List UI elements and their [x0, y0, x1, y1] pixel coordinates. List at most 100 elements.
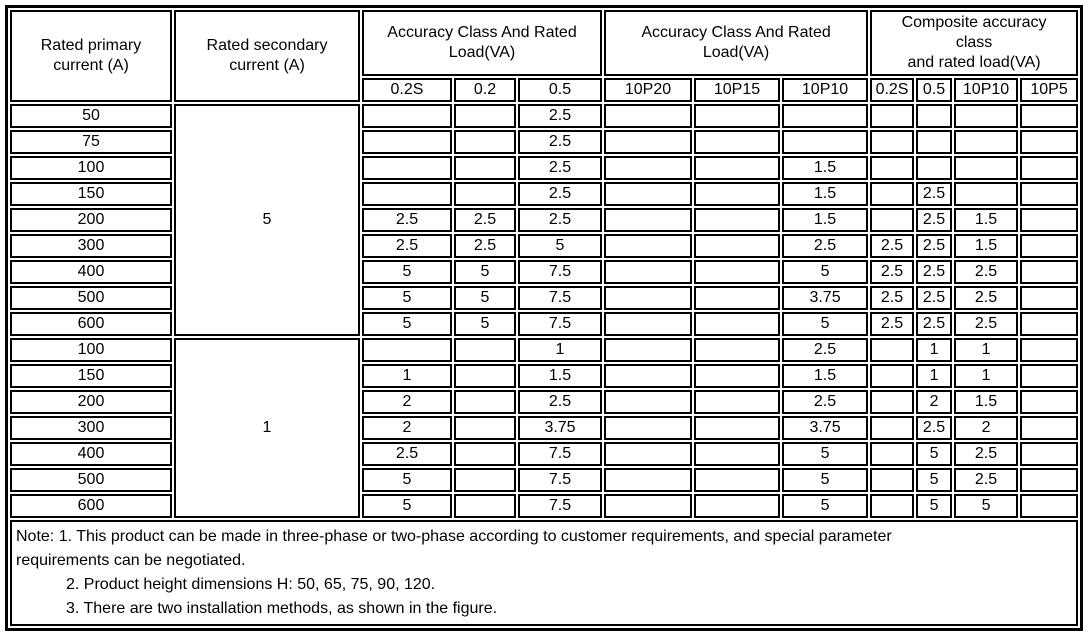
value-cell [604, 390, 693, 414]
header-rated-primary-current: Rated primary current (A) [10, 10, 172, 102]
value-cell: 2.5 [362, 234, 452, 258]
value-cell [694, 338, 781, 362]
value-cell [694, 156, 781, 180]
value-cell [454, 104, 516, 128]
value-cell [1020, 182, 1079, 206]
value-cell [604, 234, 693, 258]
table-row: 50 5 2.5 [10, 104, 1079, 336]
subheader-10p10: 10P10 [782, 78, 869, 102]
value-cell [1020, 338, 1079, 362]
subheader-composite-10p10: 10P10 [954, 78, 1019, 102]
value-cell [1020, 130, 1079, 154]
value-cell: 1 [954, 364, 1019, 388]
table-row: 500 5 5 7.5 3.75 2.5 2.5 2.5 [10, 286, 1079, 310]
table-row: 300 2 3.75 3.75 2.5 2 [10, 416, 1079, 440]
value-cell: 1.5 [954, 234, 1019, 258]
subheader-10p15: 10P15 [694, 78, 781, 102]
value-cell: 5 [362, 286, 452, 310]
value-cell [954, 182, 1019, 206]
value-cell [604, 104, 693, 128]
value-cell: 1 [916, 338, 953, 362]
primary-current-cell: 100 [10, 338, 172, 362]
value-cell: 3.75 [518, 416, 603, 440]
value-cell: 2.5 [916, 208, 953, 232]
value-cell: 2.5 [518, 104, 603, 128]
value-cell [694, 286, 781, 310]
value-cell: 5 [782, 442, 869, 466]
primary-current-cell: 150 [10, 182, 172, 206]
value-cell [604, 364, 693, 388]
value-cell [954, 156, 1019, 180]
value-cell [870, 182, 915, 206]
value-cell: 1 [954, 338, 1019, 362]
value-cell [782, 130, 869, 154]
table-row: 500 5 7.5 5 5 2.5 [10, 468, 1079, 492]
primary-current-cell: 50 [10, 104, 172, 128]
value-cell: 2.5 [518, 182, 603, 206]
primary-current-cell: 300 [10, 416, 172, 440]
value-cell: 2.5 [362, 208, 452, 232]
value-cell [604, 156, 693, 180]
value-cell: 1.5 [954, 390, 1019, 414]
value-cell [916, 130, 953, 154]
primary-current-cell: 300 [10, 234, 172, 258]
value-cell: 7.5 [518, 494, 603, 518]
value-cell [870, 338, 915, 362]
table-row: 150 1 1.5 1.5 1 1 [10, 364, 1079, 388]
table-row: 600 5 5 7.5 5 2.5 2.5 2.5 [10, 312, 1079, 336]
value-cell: 5 [362, 260, 452, 284]
value-cell [694, 494, 781, 518]
notes-cell: Note: 1. This product can be made in thr… [10, 520, 1079, 626]
value-cell [604, 286, 693, 310]
value-cell: 7.5 [518, 286, 603, 310]
value-cell: 2.5 [870, 260, 915, 284]
value-cell [454, 468, 516, 492]
subheader-composite-10p5: 10P5 [1020, 78, 1079, 102]
value-cell [454, 442, 516, 466]
value-cell [1020, 364, 1079, 388]
subheader-0-5: 0.5 [518, 78, 603, 102]
subheader-composite-0-5: 0.5 [916, 78, 953, 102]
value-cell: 1 [518, 338, 603, 362]
table-row: 75 2.5 [10, 130, 1079, 154]
value-cell: 2.5 [954, 260, 1019, 284]
value-cell [1020, 390, 1079, 414]
value-cell [362, 338, 452, 362]
value-cell [870, 104, 915, 128]
value-cell [694, 208, 781, 232]
value-cell: 5 [454, 286, 516, 310]
value-cell: 5 [362, 468, 452, 492]
value-cell [870, 442, 915, 466]
value-cell [1020, 286, 1079, 310]
primary-current-cell: 400 [10, 442, 172, 466]
value-cell: 1.5 [782, 182, 869, 206]
value-cell [1020, 156, 1079, 180]
value-cell [694, 390, 781, 414]
value-cell: 2 [362, 390, 452, 414]
value-cell: 2.5 [916, 416, 953, 440]
value-cell: 1.5 [782, 364, 869, 388]
value-cell: 2.5 [454, 234, 516, 258]
header-rated-secondary-current: Rated secondary current (A) [174, 10, 360, 102]
header-row-subcolumns: 0.2S 0.2 0.5 10P20 10P15 10P10 0.2S 0.5 … [10, 78, 1079, 102]
value-cell: 1.5 [782, 156, 869, 180]
value-cell: 2 [954, 416, 1019, 440]
value-cell: 5 [782, 468, 869, 492]
value-cell [694, 416, 781, 440]
value-cell [694, 104, 781, 128]
value-cell [1020, 260, 1079, 284]
value-cell [1020, 468, 1079, 492]
value-cell: 2 [916, 390, 953, 414]
table-row: 400 2.5 7.5 5 5 2.5 [10, 442, 1079, 466]
value-cell [604, 182, 693, 206]
secondary-current-cell: 5 [174, 104, 360, 336]
value-cell [362, 156, 452, 180]
table-row: 600 5 7.5 5 5 5 [10, 494, 1079, 518]
value-cell [694, 182, 781, 206]
value-cell [870, 156, 915, 180]
primary-current-cell: 400 [10, 260, 172, 284]
value-cell: 7.5 [518, 442, 603, 466]
value-cell [870, 390, 915, 414]
value-cell [694, 312, 781, 336]
value-cell: 2.5 [362, 442, 452, 466]
